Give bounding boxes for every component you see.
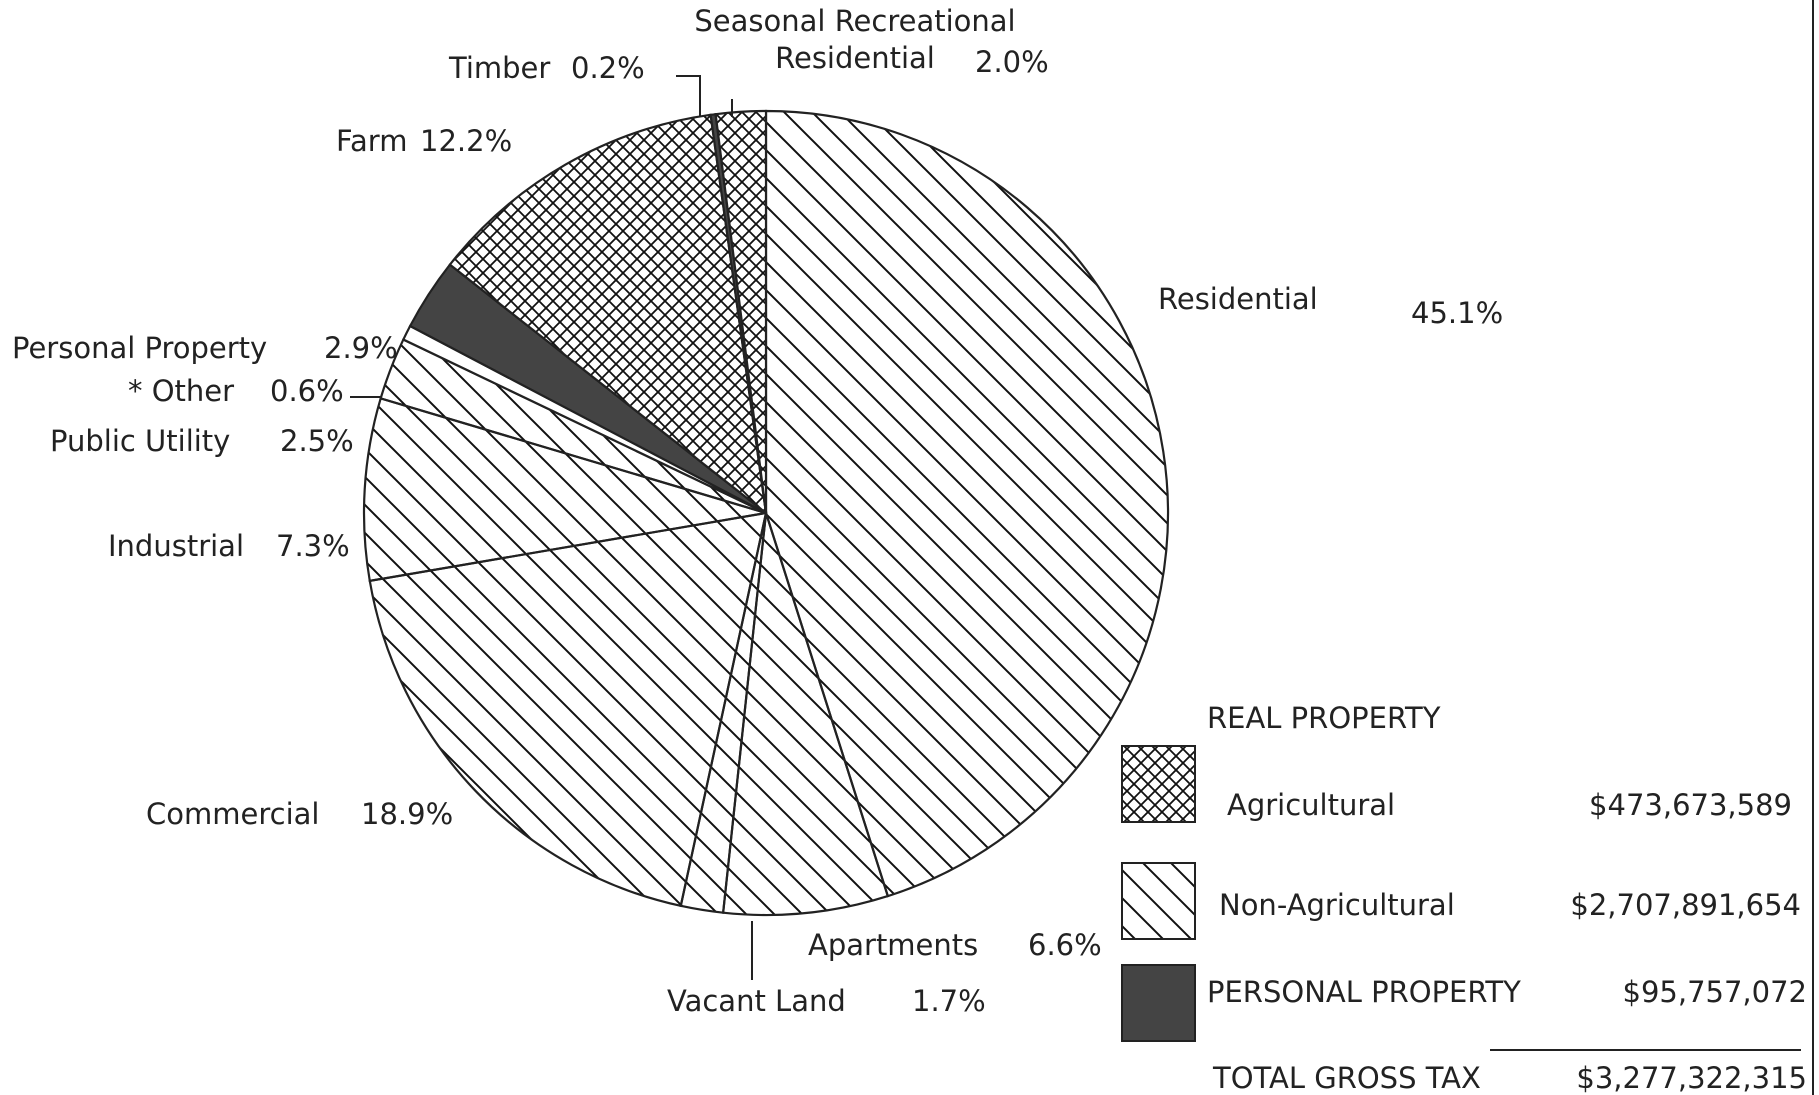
total-amount: $3,277,322,315 [1576,1061,1807,1095]
slice-value-label: 6.6% [1028,928,1102,962]
slice-label: Residential [1158,282,1318,316]
legend-heading: REAL PROPERTY [1207,701,1441,735]
pie-slice [368,511,768,908]
slice-value-label: 2.5% [280,424,354,458]
slice-label: Commercial [146,797,319,831]
slice-label: Vacant Land [667,984,846,1018]
legend-name: PERSONAL PROPERTY [1207,975,1521,1009]
pie-slice [448,113,768,516]
legend-name: Non-Agricultural [1219,888,1455,922]
slice-value-label: 18.9% [361,797,453,831]
legend-swatch [1121,745,1196,823]
slice-value-label: 1.7% [912,984,986,1018]
slice-value-label: 45.1% [1411,296,1503,330]
pie-slice [721,512,890,917]
legend-name: Agricultural [1227,788,1395,822]
slice-label: Timber [448,51,550,85]
legend-amount: $95,757,072 [1623,975,1808,1009]
slice-value-label: 2.9% [324,331,398,365]
slice-label: Public Utility [50,424,230,458]
slice-value-label: 12.2% [420,124,512,158]
slice-value-label: 2.0% [975,45,1049,79]
slice-value-label: 7.3% [276,529,350,563]
legend-swatch [1121,862,1196,940]
slice-label: * Other [128,374,234,408]
leader-line [676,75,701,117]
legend-amount: $2,707,891,654 [1570,888,1801,922]
pie-slice [714,109,768,514]
legend-swatch [1121,964,1196,1042]
slice-label: Seasonal Recreational Residential [694,4,1016,75]
slice-label: Farm [336,124,407,158]
total-name: TOTAL GROSS TAX [1212,1061,1481,1095]
pie-slice [764,109,1170,898]
slice-label: Apartments [808,928,978,962]
slice-label: Industrial [108,529,244,563]
slice-value-label: 0.6% [270,374,344,408]
slice-value-label: 0.2% [571,51,645,85]
legend-amount: $473,673,589 [1589,788,1792,822]
pie-slice [362,397,767,583]
slice-label: Personal Property [12,331,267,365]
